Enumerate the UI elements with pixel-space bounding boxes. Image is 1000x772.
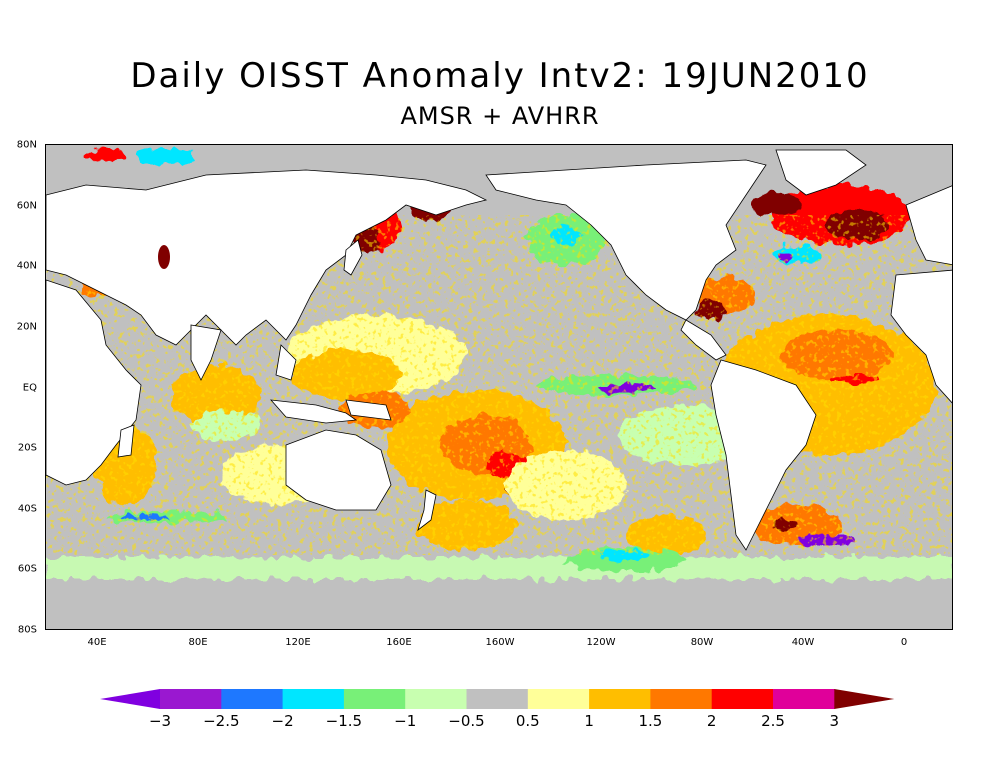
colorbar-swatch: [527, 689, 590, 709]
lon-label-80e: 80E: [188, 637, 208, 648]
new-zealand: [417, 489, 437, 532]
colorbar-tick-label: 0.5: [515, 712, 540, 730]
australia: [285, 429, 392, 511]
colorbar-tick-label: −2: [271, 712, 294, 730]
colorbar: [100, 689, 895, 709]
central-america: [680, 319, 727, 361]
colorbar-tick-label: 2: [706, 712, 717, 730]
north-america: [485, 159, 767, 321]
antarctica: [46, 585, 952, 629]
colorbar-swatch: [466, 689, 529, 709]
lat-label-80n: 80N: [16, 139, 37, 151]
india: [190, 324, 222, 381]
lon-label-160e: 160E: [386, 637, 412, 648]
colorbar-tick-label: 3: [829, 712, 840, 730]
south-america: [710, 359, 817, 551]
colorbar-arrow-high: [834, 689, 895, 709]
new-guinea: [345, 399, 392, 421]
map-title: Daily OISST Anomaly Intv2: 19JUN2010: [130, 56, 870, 96]
lat-label-40s: 40S: [17, 503, 37, 515]
caspian-sea: [158, 245, 170, 269]
colorbar-tick-label: −0.5: [448, 712, 485, 730]
colorbar-swatch: [650, 689, 713, 709]
colorbar-tick-label: −2.5: [203, 712, 240, 730]
lat-label-60n: 60N: [16, 200, 37, 212]
eurasia: [46, 169, 488, 346]
colorbar-swatch: [711, 689, 774, 709]
colorbar-swatch: [160, 689, 222, 709]
lat-label-20n: 20N: [16, 321, 37, 333]
lon-label-120w: 120W: [586, 637, 616, 648]
greenland: [775, 149, 867, 196]
southeast-asia: [275, 344, 297, 381]
colorbar-tick-label: 1: [584, 712, 594, 730]
lon-label-0: 0: [900, 637, 908, 648]
colorbar-swatch: [773, 689, 835, 709]
colorbar-tick-label: −3: [148, 712, 172, 730]
colorbar-swatch: [589, 689, 651, 709]
map-subtitle: AMSR + AVHRR: [400, 102, 600, 130]
colorbar-tick-label: 1.5: [638, 712, 663, 730]
europe-right: [905, 185, 952, 266]
colorbar-tick-label: −1: [394, 712, 417, 730]
colorbar-tick-label: −1.5: [325, 712, 363, 730]
lon-label-80w: 80W: [690, 637, 714, 648]
lon-label-120e: 120E: [285, 637, 311, 648]
colorbar-swatch: [405, 689, 467, 709]
lon-label-40w: 40W: [791, 637, 815, 648]
lat-label-60s: 60S: [17, 563, 37, 575]
africa-east-edge: [890, 269, 952, 404]
indonesia: [270, 399, 358, 424]
land-masses: [46, 149, 952, 551]
sst-anomaly-map: [45, 144, 953, 630]
colorbar-swatch: [343, 689, 406, 709]
colorbar-tick-label: 2.5: [761, 712, 785, 730]
lat-label-80s: 80S: [17, 624, 37, 636]
lat-label-40n: 40N: [16, 260, 37, 272]
lon-label-40e: 40E: [87, 637, 107, 648]
lat-label-eq: EQ: [22, 382, 37, 394]
lon-label-160w: 160W: [485, 637, 515, 648]
colorbar-arrow-low: [100, 689, 160, 709]
colorbar-swatch: [282, 689, 345, 709]
lat-label-20s: 20S: [17, 442, 37, 454]
africa: [46, 279, 142, 486]
madagascar: [117, 424, 135, 458]
colorbar-swatch: [221, 689, 284, 709]
japan: [343, 239, 363, 276]
